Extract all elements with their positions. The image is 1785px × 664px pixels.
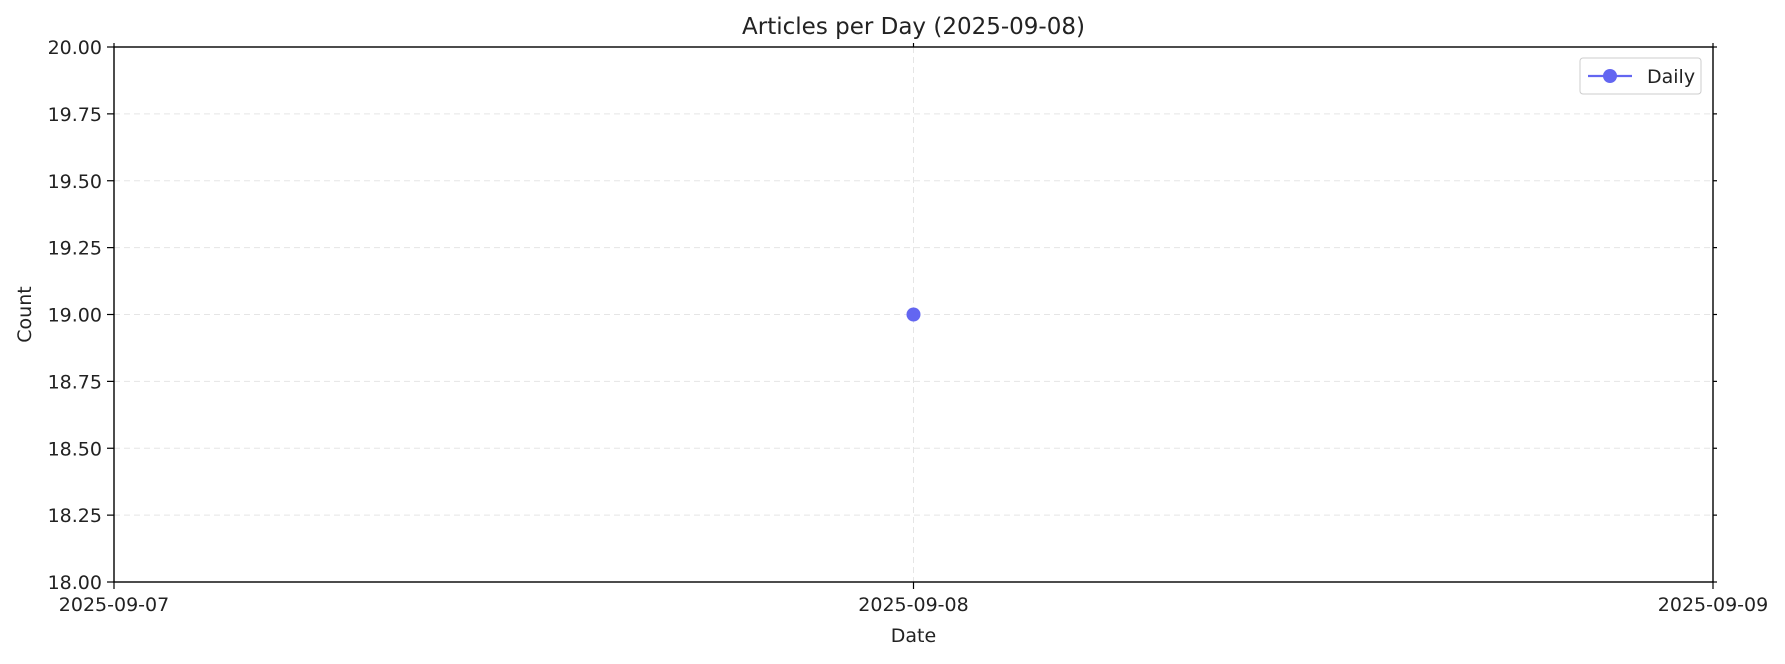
legend: Daily [1579, 57, 1702, 95]
legend-marker-daily [1603, 69, 1617, 83]
y-tick-label: 18.50 [48, 438, 102, 460]
y-tick-label: 18.25 [48, 505, 102, 527]
y-tick-label: 18.75 [48, 371, 102, 393]
chart-title: Articles per Day (2025-09-08) [742, 14, 1085, 40]
x-tick-label: 2025-09-09 [1658, 594, 1768, 616]
series-layer [906, 307, 921, 322]
x-tick-label: 2025-09-08 [858, 594, 968, 616]
legend-label-daily: Daily [1647, 66, 1695, 88]
y-tick-label: 18.00 [48, 572, 102, 594]
y-tick-label: 19.00 [48, 305, 102, 327]
y-axis-label: Count [14, 286, 36, 342]
y-tick-label: 19.75 [48, 104, 102, 126]
axis-layer: 18.00 18.25 18.50 18.75 19.00 19.25 19.50 19.75… [48, 37, 1769, 616]
data-point [906, 307, 921, 322]
y-tick-label: 19.50 [48, 171, 102, 193]
y-tick-label: 19.25 [48, 238, 102, 260]
x-tick-label: 2025-09-07 [59, 594, 169, 616]
y-tick-label: 20.00 [48, 37, 102, 59]
legend-box [1579, 57, 1702, 95]
x-axis-label: Date [891, 625, 936, 647]
